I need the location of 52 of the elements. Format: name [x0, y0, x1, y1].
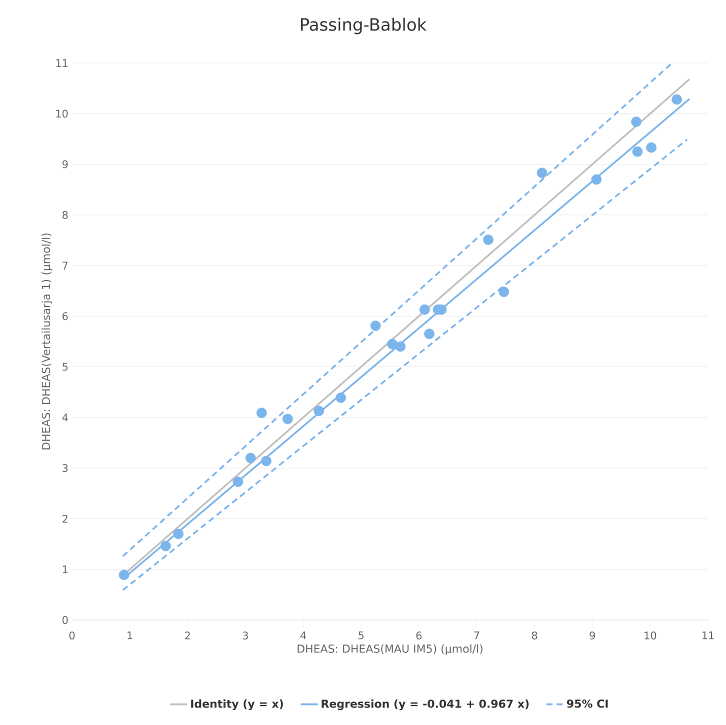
point: [245, 452, 256, 464]
legend-label: 95% CI: [566, 699, 608, 708]
point: [424, 328, 435, 340]
y-tick-label: 11: [56, 59, 68, 67]
x-tick-label: 6: [416, 632, 422, 640]
point: [336, 392, 346, 403]
x-tick-label: 9: [590, 632, 595, 640]
x-tick-label: 10: [644, 632, 656, 640]
y-tick-label: 8: [62, 210, 68, 219]
point: [395, 341, 406, 352]
chart-title: Passing-Bablok: [301, 18, 427, 34]
x-tick-label: 4: [300, 632, 306, 640]
point: [498, 286, 510, 298]
y-tick-label: 3: [62, 464, 68, 472]
y-tick-label: 5: [62, 362, 68, 371]
y-axis-title: DHEAS: DHEAS(Vertailusarja 1) (µmol/l): [42, 233, 52, 450]
y-tick-label: 1: [62, 566, 68, 574]
point: [419, 304, 430, 315]
x-tick-label: 2: [185, 632, 190, 640]
y-tick-label: 2: [62, 514, 68, 523]
y-tick-label: 10: [56, 110, 68, 118]
point: [370, 320, 381, 331]
point: [232, 476, 244, 487]
point: [591, 174, 602, 185]
x-tick-label: 3: [242, 632, 248, 640]
x-tick-label: 11: [702, 632, 714, 640]
x-tick-label: 1: [128, 632, 132, 640]
point: [672, 94, 682, 105]
y-tick-label: 6: [62, 312, 68, 320]
point: [536, 168, 548, 178]
y-tick-label: 7: [62, 262, 68, 270]
point: [256, 408, 267, 418]
point: [261, 456, 272, 466]
point: [632, 146, 643, 157]
point: [646, 142, 657, 153]
x-tick-label: 7: [474, 632, 480, 640]
point: [631, 116, 642, 127]
point: [160, 540, 171, 552]
x-tick-label: 5: [358, 632, 364, 640]
legend-label: Regression (y = -0.041 + 0.967 x): [322, 699, 529, 710]
x-tick-label: 0: [69, 632, 75, 640]
point: [314, 406, 324, 416]
point: [483, 234, 494, 245]
y-tick-label: 9: [62, 160, 68, 168]
x-axis-title: DHEAS: DHEAS(MAU IM5) (µmol/l): [298, 644, 482, 655]
y-tick-label: 0: [62, 616, 68, 624]
point: [282, 414, 293, 424]
point: [118, 570, 130, 580]
point: [173, 528, 184, 540]
legend-label: Identity (y = x): [191, 699, 283, 710]
y-tick-label: 4: [62, 414, 68, 422]
x-tick-label: 8: [532, 632, 538, 640]
